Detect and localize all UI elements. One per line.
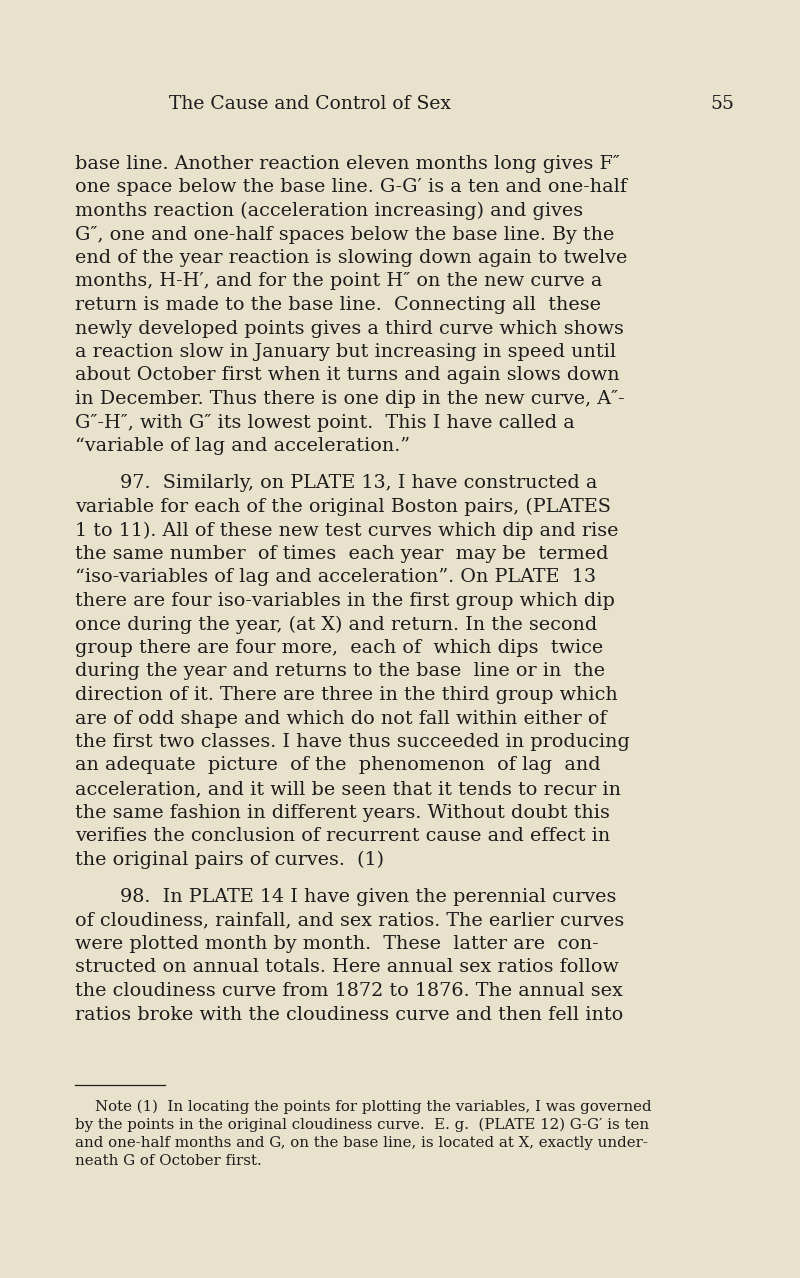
Text: a reaction slow in January but increasing in speed until: a reaction slow in January but increasin… <box>75 343 616 360</box>
Text: return is made to the base line.  Connecting all  these: return is made to the base line. Connect… <box>75 296 601 314</box>
Text: structed on annual totals. Here annual sex ratios follow: structed on annual totals. Here annual s… <box>75 958 619 976</box>
Text: an adequate  picture  of the  phenomenon  of lag  and: an adequate picture of the phenomenon of… <box>75 757 601 774</box>
Text: one space below the base line. G-G′ is a ten and one-half: one space below the base line. G-G′ is a… <box>75 179 627 197</box>
Text: the cloudiness curve from 1872 to 1876. The annual sex: the cloudiness curve from 1872 to 1876. … <box>75 982 622 999</box>
Text: the original pairs of curves.  (1): the original pairs of curves. (1) <box>75 850 384 869</box>
Text: base line. Another reaction eleven months long gives F″: base line. Another reaction eleven month… <box>75 155 620 173</box>
Text: G″-H″, with G″ its lowest point.  This I have called a: G″-H″, with G″ its lowest point. This I … <box>75 414 574 432</box>
Text: about October first when it turns and again slows down: about October first when it turns and ag… <box>75 367 620 385</box>
Text: “variable of lag and acceleration.”: “variable of lag and acceleration.” <box>75 437 410 455</box>
Text: once during the year, (at X) and return. In the second: once during the year, (at X) and return.… <box>75 616 598 634</box>
Text: Note (1)  In locating the points for plotting the variables, I was governed: Note (1) In locating the points for plot… <box>95 1100 652 1114</box>
Text: direction of it. There are three in the third group which: direction of it. There are three in the … <box>75 686 618 704</box>
Text: were plotted month by month.  These  latter are  con-: were plotted month by month. These latte… <box>75 935 598 953</box>
Text: there are four iso-variables in the first group which dip: there are four iso-variables in the firs… <box>75 592 615 610</box>
Text: 1 to 11). All of these new test curves which dip and rise: 1 to 11). All of these new test curves w… <box>75 521 618 539</box>
Text: verifies the conclusion of recurrent cause and effect in: verifies the conclusion of recurrent cau… <box>75 827 610 845</box>
Text: newly developed points gives a third curve which shows: newly developed points gives a third cur… <box>75 320 624 337</box>
Text: 97.  Similarly, on PLATE 13, I have constructed a: 97. Similarly, on PLATE 13, I have const… <box>120 474 598 492</box>
Text: acceleration, and it will be seen that it tends to recur in: acceleration, and it will be seen that i… <box>75 780 621 797</box>
Text: during the year and returns to the base  line or in  the: during the year and returns to the base … <box>75 662 605 680</box>
Text: neath G of October first.: neath G of October first. <box>75 1154 262 1168</box>
Text: variable for each of the original Boston pairs, (PLATES: variable for each of the original Boston… <box>75 498 611 516</box>
Text: 98.  In PLATE 14 I have given the perennial curves: 98. In PLATE 14 I have given the perenni… <box>120 888 616 906</box>
Text: The Cause and Control of Sex: The Cause and Control of Sex <box>169 95 451 112</box>
Text: G″, one and one-half spaces below the base line. By the: G″, one and one-half spaces below the ba… <box>75 225 614 244</box>
Text: in December. Thus there is one dip in the new curve, A″-: in December. Thus there is one dip in th… <box>75 390 625 408</box>
Text: are of odd shape and which do not fall within either of: are of odd shape and which do not fall w… <box>75 709 606 727</box>
Text: end of the year reaction is slowing down again to twelve: end of the year reaction is slowing down… <box>75 249 627 267</box>
Text: the first two classes. I have thus succeeded in producing: the first two classes. I have thus succe… <box>75 734 630 751</box>
Text: group there are four more,  each of  which dips  twice: group there are four more, each of which… <box>75 639 603 657</box>
Text: by the points in the original cloudiness curve.  E. g.  (PLATE 12) G-G′ is ten: by the points in the original cloudiness… <box>75 1118 649 1132</box>
Text: the same number  of times  each year  may be  termed: the same number of times each year may b… <box>75 544 609 564</box>
Text: of cloudiness, rainfall, and sex ratios. The earlier curves: of cloudiness, rainfall, and sex ratios.… <box>75 911 624 929</box>
Text: and one-half months and G, on the base line, is located at X, exactly under-: and one-half months and G, on the base l… <box>75 1136 648 1150</box>
Text: ratios broke with the cloudiness curve and then fell into: ratios broke with the cloudiness curve a… <box>75 1006 623 1024</box>
Text: 55: 55 <box>710 95 734 112</box>
Text: months, H-H′, and for the point H″ on the new curve a: months, H-H′, and for the point H″ on th… <box>75 272 602 290</box>
Text: months reaction (acceleration increasing) and gives: months reaction (acceleration increasing… <box>75 202 583 220</box>
Text: the same fashion in different years. Without doubt this: the same fashion in different years. Wit… <box>75 804 610 822</box>
Text: “iso-variables of lag and acceleration”. On PLATE  13: “iso-variables of lag and acceleration”.… <box>75 569 596 587</box>
